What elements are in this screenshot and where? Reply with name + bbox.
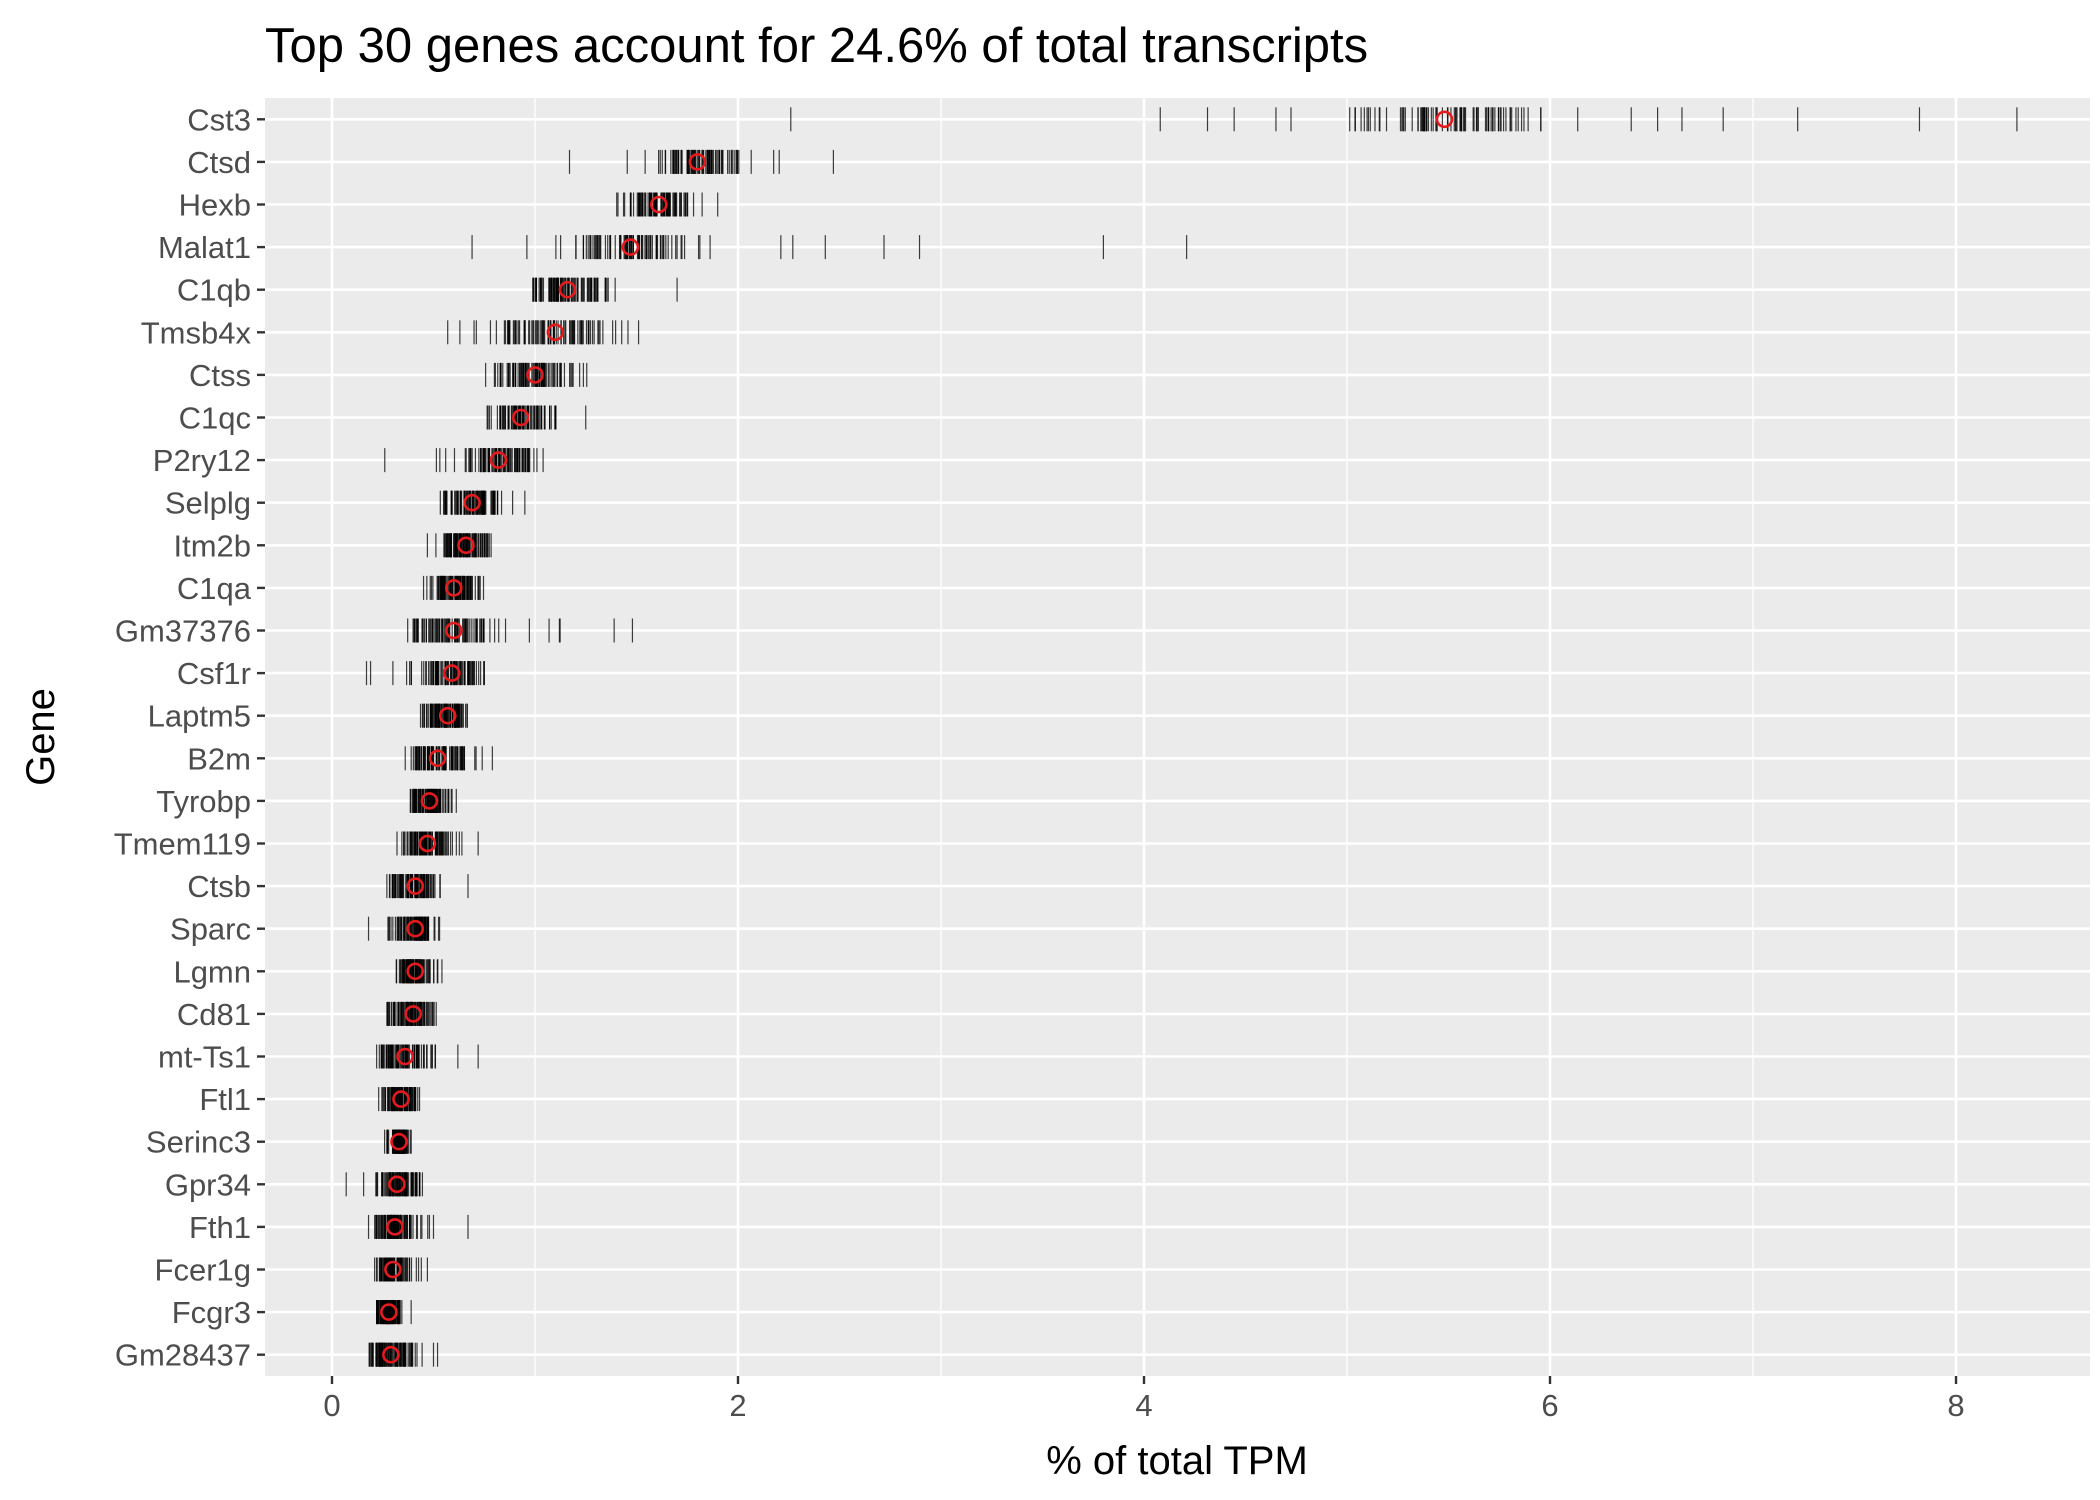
median-marker bbox=[406, 962, 425, 981]
plot-panel bbox=[265, 98, 2090, 1376]
y-tick-label: P2ry12 bbox=[153, 443, 251, 478]
median-marker bbox=[380, 1303, 398, 1321]
x-tick-label: 4 bbox=[1135, 1388, 1152, 1423]
chart-title: Top 30 genes account for 24.6% of total … bbox=[265, 19, 1368, 73]
median-marker bbox=[382, 1345, 400, 1364]
x-tick-label: 6 bbox=[1541, 1388, 1558, 1423]
median-marker bbox=[404, 1005, 422, 1023]
y-tick-label: Ftl1 bbox=[199, 1082, 251, 1117]
grid-layer bbox=[265, 98, 2090, 1376]
y-tick-label: Hexb bbox=[179, 188, 251, 223]
y-tick-label: Gm37376 bbox=[115, 614, 251, 649]
median-marker bbox=[457, 536, 475, 555]
median-marker bbox=[388, 1175, 406, 1194]
y-tick-label: Selplg bbox=[165, 486, 251, 521]
y-tick-label: Lgmn bbox=[173, 954, 251, 989]
median-marker bbox=[688, 153, 707, 171]
median-marker bbox=[386, 1218, 404, 1236]
median-layer bbox=[380, 110, 1454, 1364]
y-tick-label: Ctsb bbox=[187, 869, 251, 904]
median-marker bbox=[442, 664, 461, 682]
y-tick-label: Sparc bbox=[170, 912, 251, 947]
median-marker bbox=[392, 1090, 410, 1108]
median-marker bbox=[420, 792, 439, 810]
y-tick-label: Itm2b bbox=[173, 528, 251, 563]
median-marker bbox=[511, 408, 530, 427]
median-marker bbox=[406, 919, 425, 938]
x-axis: 0 2 4 6 8 bbox=[323, 1376, 1965, 1423]
y-tick-label: Serinc3 bbox=[146, 1125, 251, 1160]
y-tick-label: C1qb bbox=[177, 273, 251, 308]
y-tick-label: Gm28437 bbox=[115, 1338, 251, 1373]
y-tick-label: Malat1 bbox=[158, 230, 251, 265]
median-marker bbox=[1435, 110, 1454, 129]
y-tick-label: Cst3 bbox=[187, 102, 251, 137]
y-tick-label: C1qc bbox=[179, 401, 251, 436]
y-tick-label: Gpr34 bbox=[165, 1167, 251, 1202]
median-marker bbox=[428, 749, 447, 768]
median-marker bbox=[406, 877, 425, 895]
median-marker bbox=[526, 366, 544, 384]
y-tick-label: C1qa bbox=[177, 571, 252, 606]
y-tick-label: B2m bbox=[187, 741, 251, 776]
y-tick-label: Tyrobp bbox=[156, 784, 251, 819]
median-marker bbox=[558, 280, 577, 299]
y-tick-label: Cd81 bbox=[177, 997, 251, 1032]
median-marker bbox=[650, 195, 668, 214]
y-tick-label: Fcgr3 bbox=[172, 1295, 251, 1330]
y-tick-label: Ctss bbox=[189, 358, 251, 393]
y-tick-label: Laptm5 bbox=[148, 699, 251, 734]
y-tick-label: Ctsd bbox=[187, 145, 251, 180]
median-marker bbox=[489, 451, 508, 469]
median-marker bbox=[384, 1260, 402, 1279]
y-axis-title: Gene bbox=[19, 688, 63, 786]
median-marker bbox=[444, 621, 463, 640]
y-tick-label: Tmsb4x bbox=[141, 315, 252, 350]
y-tick-label: Csf1r bbox=[177, 656, 251, 691]
x-tick-label: 0 bbox=[323, 1388, 340, 1423]
y-tick-label: Fth1 bbox=[189, 1210, 251, 1245]
median-marker bbox=[444, 579, 463, 597]
median-marker bbox=[438, 706, 457, 725]
y-tick-label: Fcer1g bbox=[155, 1253, 251, 1288]
median-marker bbox=[418, 834, 437, 853]
x-tick-label: 2 bbox=[729, 1388, 746, 1423]
median-marker bbox=[546, 323, 565, 342]
median-marker bbox=[463, 493, 481, 512]
median-marker bbox=[390, 1132, 408, 1151]
x-axis-title: % of total TPM bbox=[1046, 1439, 1308, 1483]
y-axis: Cst3 Ctsd Hexb Malat1 C1qb Tmsb4x Ctss C1qc P2ry… bbox=[114, 102, 265, 1373]
x-tick-label: 8 bbox=[1947, 1388, 1964, 1423]
median-marker bbox=[396, 1047, 414, 1066]
median-marker bbox=[621, 238, 640, 256]
y-tick-label: mt-Ts1 bbox=[158, 1040, 251, 1075]
y-tick-label: Tmem119 bbox=[114, 827, 251, 862]
